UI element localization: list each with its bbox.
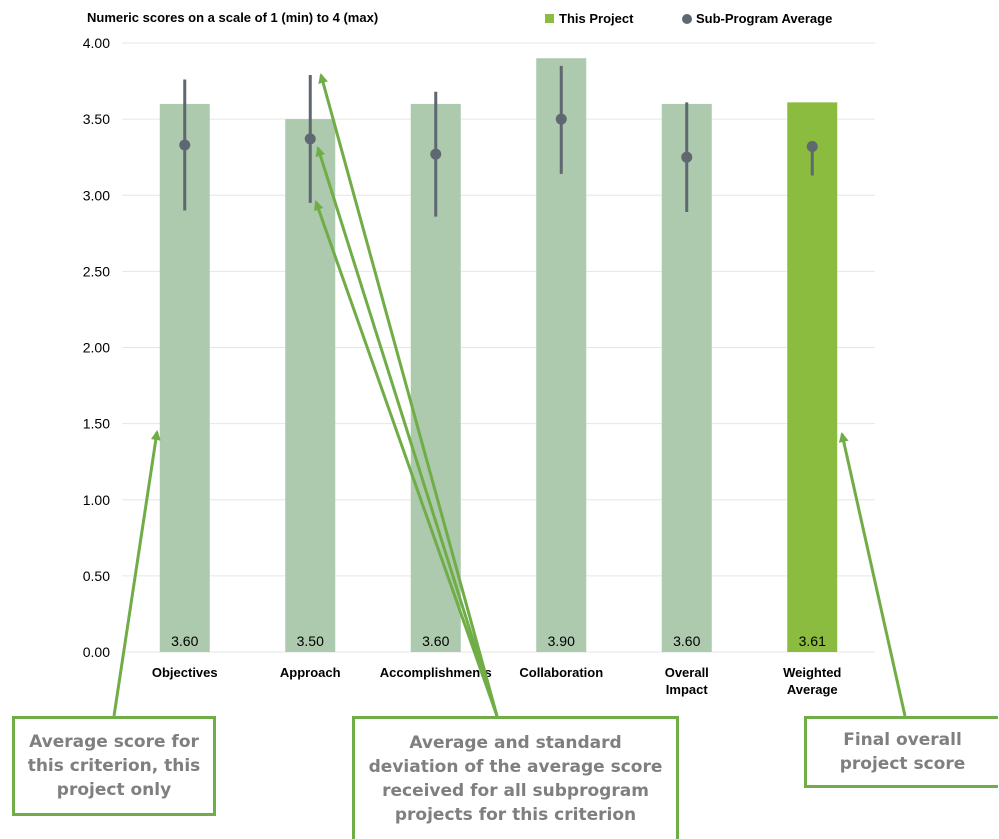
- legend-label-this-project: This Project: [559, 11, 634, 26]
- annotation-arrow: [315, 146, 499, 717]
- bar: [787, 102, 838, 652]
- chart-title: Numeric scores on a scale of 1 (min) to …: [87, 10, 378, 25]
- bar-data-label: 3.60: [171, 633, 198, 649]
- y-tick-label: 4.00: [83, 35, 110, 51]
- callout-final-score-text: Final overall project score: [839, 730, 966, 774]
- average-marker: [555, 113, 567, 125]
- x-tick-label: Approach: [280, 665, 341, 680]
- annotation-arrow: [112, 430, 161, 717]
- x-tick-label: Objectives: [152, 665, 218, 680]
- x-tick-label: Weighted Average: [783, 665, 841, 697]
- y-tick-label: 1.50: [83, 416, 110, 432]
- bar-data-label: 3.60: [422, 633, 449, 649]
- bar-data-label: 3.90: [548, 633, 575, 649]
- average-marker: [179, 139, 191, 151]
- annotation-arrow: [313, 200, 499, 717]
- legend-marker-sub-program: [682, 14, 692, 24]
- x-tick-label: Collaboration: [519, 665, 603, 680]
- bar-data-label: 3.50: [297, 633, 324, 649]
- y-tick-label: 2.00: [83, 340, 110, 356]
- callout-final-score: Final overall project score: [804, 716, 998, 788]
- y-tick-label: 0.50: [83, 568, 110, 584]
- annotation-arrow: [318, 73, 499, 717]
- bar-data-label: 3.61: [799, 633, 826, 649]
- y-tick-label: 3.00: [83, 187, 110, 203]
- callout-project-average: Average score for this criterion, this p…: [12, 716, 216, 816]
- x-tick-label: Overall Impact: [665, 665, 709, 697]
- average-marker: [806, 141, 818, 153]
- bar-data-label: 3.60: [673, 633, 700, 649]
- y-tick-label: 3.50: [83, 111, 110, 127]
- legend-label-sub-program: Sub-Program Average: [696, 11, 832, 26]
- average-marker: [430, 148, 442, 160]
- callout-subprogram-average-text: Average and standard deviation of the av…: [368, 733, 663, 825]
- average-marker: [304, 133, 316, 145]
- callout-project-average-text: Average score for this criterion, this p…: [27, 732, 201, 800]
- average-marker: [681, 151, 693, 163]
- y-tick-label: 1.00: [83, 492, 110, 508]
- annotation-arrow: [838, 432, 907, 717]
- x-tick-label: Accomplishments: [380, 665, 492, 680]
- legend-swatch-this-project: [545, 14, 554, 23]
- callout-subprogram-average: Average and standard deviation of the av…: [352, 716, 679, 839]
- y-tick-label: 2.50: [83, 263, 110, 279]
- y-tick-label: 0.00: [83, 644, 110, 660]
- bar: [285, 119, 336, 652]
